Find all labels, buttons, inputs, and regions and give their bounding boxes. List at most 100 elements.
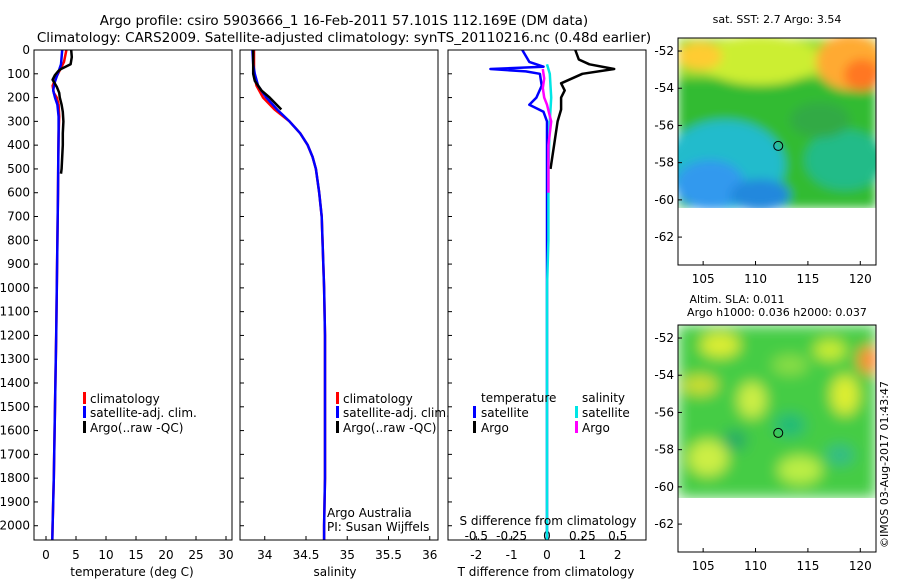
salinity-x-axis: 34 34.5 35 35.5 36: [257, 536, 437, 562]
legend-swatch-satellite: [83, 406, 86, 418]
series-line-argo-raw-qc-: [51, 49, 74, 174]
sla-map-subtitle: Argo h1000: 0.036 h2000: 0.037: [687, 306, 867, 319]
lon-tick-label: 105: [692, 559, 715, 573]
legend-label-argo: Argo(..raw -QC): [90, 421, 183, 435]
salinity-plot-frame: [239, 49, 439, 541]
depth-tick-label: 1200: [0, 328, 30, 342]
lat-tick-label: -62: [654, 230, 674, 244]
x-tick-label: 25: [188, 548, 203, 562]
legend-label-satellite: satellite-adj. clim.: [90, 406, 197, 420]
temperature-panel: 0100200300400500600700800900100011001200…: [0, 43, 234, 579]
lat-tick-label: -58: [654, 156, 674, 170]
depth-tick-label: 2000: [0, 519, 30, 533]
top-x-tick-label: -0.25: [496, 529, 527, 543]
legend-label-climatology: climatology: [90, 392, 160, 406]
x-tick-label: 35.5: [375, 548, 402, 562]
series-line-satellite-adj-clim-: [51, 49, 64, 541]
sst-map-title: sat. SST: 2.7 Argo: 3.54: [713, 13, 842, 26]
series-line-salinity-satellite: [545, 63, 553, 540]
legend-label-s-satellite: satellite: [582, 406, 630, 420]
legend-swatch-t-argo: [473, 421, 476, 433]
x-tick-label: 0: [543, 548, 551, 562]
lon-tick-label: 115: [796, 559, 819, 573]
depth-tick-label: 1300: [0, 352, 30, 366]
legend-swatch-argo: [83, 421, 86, 433]
difference-legend: temperature salinity satellite Argo sate…: [473, 391, 630, 435]
legend-swatch-t-satellite: [473, 406, 476, 418]
lon-tick-label: 120: [849, 272, 872, 286]
difference-panel: -2 -1 0 1 2-0.5 -0.25 0 0.25 0.5 S difference fr…: [447, 49, 647, 579]
x-tick-label: 20: [158, 548, 173, 562]
sla-heatmap: [678, 325, 876, 498]
depth-tick-label: 600: [7, 186, 30, 200]
lat-tick-label: -60: [654, 193, 674, 207]
depth-tick-label: 0: [22, 43, 30, 57]
lon-tick-label: 115: [796, 272, 819, 286]
difference-top-xlabel: S difference from climatology: [460, 514, 637, 528]
difference-depth-ticks: [448, 49, 452, 527]
imos-credit: ©IMOS 03-Aug-2017 01:43:47: [878, 381, 891, 548]
salinity-legend: climatology satellite-adj. clim. Argo(..…: [336, 392, 450, 435]
depth-tick-label: 1600: [0, 424, 30, 438]
depth-tick-label: 900: [7, 257, 30, 271]
salinity-series: [251, 49, 327, 540]
x-tick-label: 1: [579, 548, 587, 562]
lat-tick-label: -62: [654, 517, 674, 531]
sla-map-title: Altim. SLA: 0.011: [689, 293, 784, 306]
series-line-argo-raw-qc-: [251, 50, 283, 111]
depth-tick-label: 1500: [0, 400, 30, 414]
legend-swatch-climatology: [83, 392, 86, 404]
series-line-salinity-argo: [541, 68, 553, 193]
legend-swatch-climatology: [336, 392, 339, 404]
depth-tick-label: 1700: [0, 447, 30, 461]
depth-tick-label: 300: [7, 114, 30, 128]
temperature-xlabel: temperature (deg C): [70, 565, 193, 579]
salinity-xlabel: salinity: [313, 565, 356, 579]
series-line-temperature-satellite: [489, 49, 549, 540]
difference-xlabel: T difference from climatology: [457, 565, 635, 579]
depth-tick-label: 1100: [0, 305, 30, 319]
legend-label-satellite: satellite-adj. clim.: [343, 406, 450, 420]
sst-x-axis: 105 110 115 120: [692, 261, 872, 286]
depth-tick-label: 1000: [0, 281, 30, 295]
sst-map-panel: sat. SST: 2.7 Argo: 3.54 -52 -54 -56 -58 -60…: [654, 13, 877, 290]
x-tick-label: -1: [506, 548, 518, 562]
sst-map-frame: [677, 37, 877, 266]
sst-heatmap: [678, 38, 876, 208]
x-tick-label: 5: [72, 548, 80, 562]
legend-title-salinity: salinity: [582, 391, 625, 405]
temperature-plot-frame: [33, 49, 233, 541]
x-tick-label: -2: [470, 548, 482, 562]
series-line-climatology: [252, 50, 327, 540]
lon-tick-label: 110: [744, 559, 767, 573]
lat-tick-label: -58: [654, 443, 674, 457]
lon-tick-label: 120: [849, 559, 872, 573]
temperature-legend: climatology satellite-adj. clim. Argo(..…: [83, 392, 197, 435]
lat-tick-label: -60: [654, 480, 674, 494]
legend-title-temperature: temperature: [481, 391, 556, 405]
lat-tick-label: -52: [654, 331, 674, 345]
x-tick-label: 15: [128, 548, 143, 562]
legend-swatch-s-satellite: [575, 406, 578, 418]
difference-plot-frame: [447, 49, 647, 541]
legend-swatch-argo: [336, 421, 339, 433]
difference-series: [489, 49, 616, 540]
legend-label-argo: Argo(..raw -QC): [343, 421, 436, 435]
salinity-annotation-line-1: Argo Australia: [327, 506, 412, 520]
sla-x-axis: 105 110 115 120: [692, 548, 872, 573]
x-tick-label: 34.5: [293, 548, 320, 562]
salinity-depth-ticks: [240, 49, 244, 527]
header-line-2: Climatology: CARS2009. Satellite-adjuste…: [37, 30, 651, 46]
x-tick-label: 2: [614, 548, 622, 562]
lat-tick-label: -56: [654, 118, 674, 132]
legend-label-s-argo: Argo: [582, 421, 610, 435]
sst-y-axis: -52 -54 -56 -58 -60 -62: [654, 44, 682, 244]
lat-tick-label: -56: [654, 405, 674, 419]
header-line-1: Argo profile: csiro 5903666_1 16-Feb-201…: [100, 13, 588, 29]
depth-tick-label: 1400: [0, 376, 30, 390]
legend-label-t-satellite: satellite: [481, 406, 529, 420]
top-x-tick-label: 0.25: [569, 529, 596, 543]
legend-label-climatology: climatology: [343, 392, 413, 406]
salinity-annotation-line-2: PI: Susan Wijffels: [327, 520, 429, 534]
depth-tick-label: 400: [7, 138, 30, 152]
